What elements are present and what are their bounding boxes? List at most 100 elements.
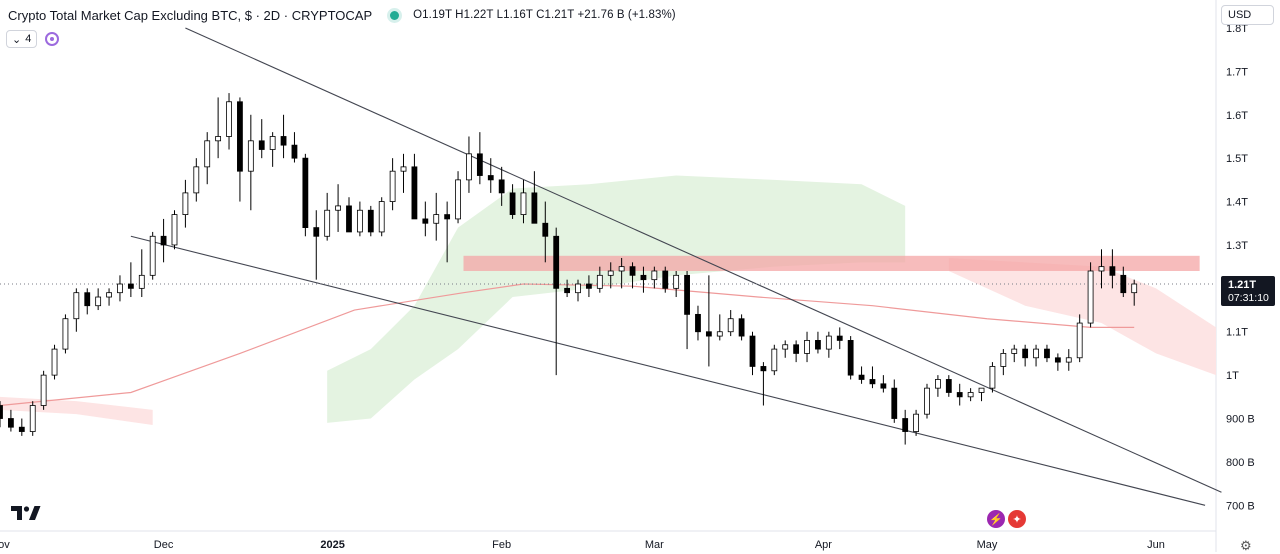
tradingview-logo-icon[interactable] [11, 506, 41, 520]
candle-body [913, 413, 919, 432]
candle-body [1087, 270, 1094, 324]
candle-body [1076, 322, 1083, 359]
symbol-title[interactable]: Crypto Total Market Cap Excluding BTC, $… [8, 7, 373, 23]
candle-body [29, 405, 36, 432]
ichimoku-cloud-green [327, 175, 906, 423]
candle-body [880, 383, 887, 389]
candle-body [367, 209, 374, 233]
candle-body [51, 348, 58, 376]
sync-icon[interactable] [45, 32, 60, 46]
candle-body [444, 214, 451, 220]
candle-body [705, 331, 712, 337]
indicator-controls: ⌄ 4 [6, 30, 60, 48]
candle-body [40, 374, 47, 406]
candle-body [575, 283, 581, 294]
candle-body [215, 136, 222, 142]
x-tick-label: May [977, 539, 998, 551]
candle-body [836, 335, 843, 341]
candle-body [258, 140, 265, 150]
candle-body [815, 340, 821, 350]
candle-body [782, 344, 789, 350]
candle-body [651, 270, 658, 281]
y-tick-label: 1.1T [1226, 327, 1248, 339]
candle-body [924, 387, 930, 415]
us-flag-icon[interactable]: ✦ [1008, 510, 1026, 528]
candle-body [400, 166, 407, 172]
trendline-upper [185, 27, 1222, 493]
candle-body [684, 274, 690, 315]
candle-body [182, 192, 189, 215]
candle-body [1098, 266, 1105, 272]
y-tick-label: 1T [1226, 370, 1239, 382]
candle-body [989, 366, 996, 389]
candle-body [509, 192, 516, 215]
price-tag [1221, 276, 1275, 307]
candle-body [804, 340, 810, 354]
settings-icon[interactable]: ⚙ [1240, 538, 1252, 553]
candle-body [902, 418, 909, 432]
candle-body [607, 270, 614, 276]
candle-body [149, 235, 156, 276]
candle-body [716, 331, 723, 337]
market-status-icon [390, 10, 400, 20]
y-tick-label: 900 B [1226, 414, 1255, 426]
status-badges: ⚡ ✦ [987, 510, 1026, 528]
candle-body [8, 418, 14, 428]
candle-body [171, 214, 178, 246]
candle-body [1065, 357, 1072, 363]
candle-body [106, 292, 112, 298]
candle-body [727, 318, 734, 333]
candle-body [978, 387, 985, 393]
candle-body [313, 227, 320, 237]
candle-body [291, 144, 298, 159]
candle-body [847, 340, 854, 376]
candle-body [1022, 348, 1029, 359]
candle-body [738, 318, 745, 337]
y-tick-label: 1.7T [1226, 66, 1248, 78]
candle-body [1109, 266, 1116, 276]
trendline-lower [130, 235, 1206, 506]
candle-body [553, 235, 560, 289]
candle-body [1131, 283, 1138, 294]
candle-body [1033, 348, 1039, 359]
x-tick-label: Feb [492, 539, 511, 551]
candle-body [280, 136, 287, 146]
currency-select[interactable]: USD [1221, 5, 1274, 25]
candle-body [673, 274, 680, 289]
candle-body [825, 335, 832, 350]
candle-body [62, 318, 69, 350]
flash-icon[interactable]: ⚡ [987, 510, 1005, 528]
candle-body [204, 140, 211, 168]
x-tick-label: Dec [154, 539, 174, 551]
candle-body [346, 205, 352, 233]
candle-body [1044, 348, 1050, 359]
candle-body [793, 344, 800, 354]
ohlc-readout: O1.19T H1.22T L1.16T C1.21T +21.76 B (+1… [413, 9, 676, 21]
indicators-toggle-button[interactable]: ⌄ 4 [6, 30, 38, 48]
candle-body [891, 387, 898, 419]
candle-body [1120, 274, 1127, 294]
candle-body [945, 379, 952, 393]
candle-body [411, 166, 418, 220]
candle-body [662, 270, 669, 289]
candle-body [476, 153, 483, 176]
candle-body [466, 153, 472, 181]
candle-body [1054, 357, 1061, 363]
candle-body [760, 366, 767, 372]
candle-body [596, 274, 603, 289]
candle-body [967, 392, 974, 398]
candle-body [858, 374, 865, 380]
candle-body [749, 335, 756, 367]
candle-body [302, 157, 309, 229]
indicator-count: 4 [25, 33, 32, 45]
price-tag-value: 1.21T [1228, 279, 1256, 291]
candle-body [160, 235, 167, 246]
y-tick-label: 1.5T [1226, 153, 1248, 165]
candle-body [0, 405, 3, 419]
x-tick-label: Mar [645, 539, 664, 551]
candle-body [629, 266, 636, 276]
candle-body [335, 205, 341, 211]
candle-body [237, 101, 243, 172]
candle-body [935, 379, 941, 389]
